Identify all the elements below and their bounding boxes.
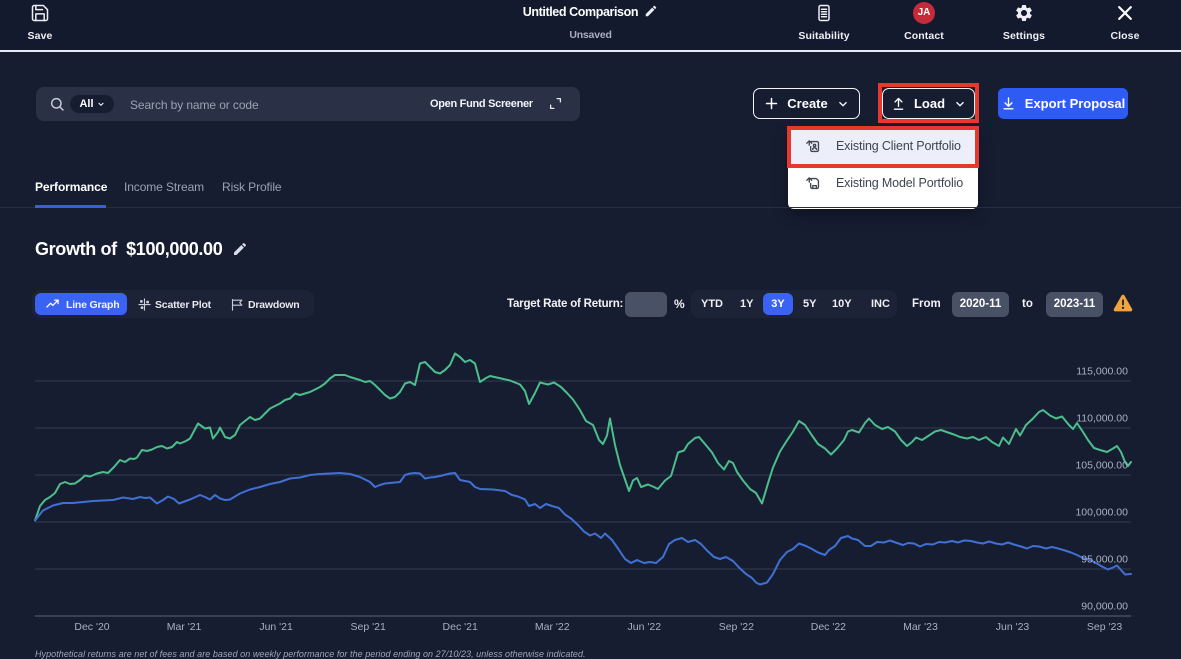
svg-text:105,000.00: 105,000.00 [1075,460,1128,472]
svg-text:Jun '23: Jun '23 [996,621,1030,633]
svg-text:Dec '20: Dec '20 [74,621,109,633]
svg-text:Jun '22: Jun '22 [628,621,662,633]
svg-text:Mar '21: Mar '21 [167,621,202,633]
svg-text:Jun '21: Jun '21 [259,621,293,633]
svg-text:Sep '21: Sep '21 [351,621,386,633]
svg-text:Sep '23: Sep '23 [1087,621,1122,633]
svg-text:100,000.00: 100,000.00 [1075,507,1128,519]
svg-text:Mar '22: Mar '22 [535,621,570,633]
svg-text:Dec '21: Dec '21 [443,621,478,633]
svg-text:110,000.00: 110,000.00 [1076,413,1128,425]
svg-text:115,000.00: 115,000.00 [1076,366,1128,378]
svg-text:Mar '23: Mar '23 [903,621,938,633]
svg-text:Sep '22: Sep '22 [719,621,754,633]
svg-text:Dec '22: Dec '22 [811,621,846,633]
svg-text:90,000.00: 90,000.00 [1081,601,1128,613]
svg-text:95,000.00: 95,000.00 [1081,554,1128,566]
